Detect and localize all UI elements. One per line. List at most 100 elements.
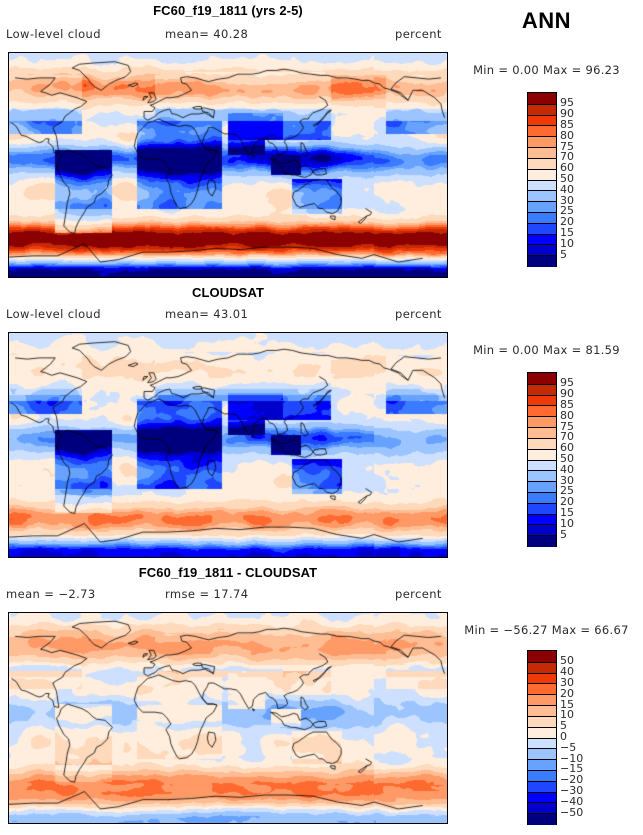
colorbar-tick-label: 90 [560, 107, 574, 121]
colorbar-band [528, 661, 556, 674]
panel-title-obs: CLOUDSAT [191, 285, 265, 300]
colorbar-tick-line [528, 802, 556, 804]
colorbar-band [528, 383, 556, 396]
colorbar-tick-line [528, 813, 556, 815]
colorbar-band [528, 136, 556, 148]
colorbar-band [528, 694, 556, 706]
colorbar-band [528, 715, 556, 728]
panel-left-label-model: Low-level cloud [6, 27, 101, 41]
colorbar-band [528, 513, 556, 525]
map-diff [8, 612, 448, 824]
colorbar-tick-line [528, 405, 556, 407]
colorbar-band [528, 502, 556, 515]
colorbar-tick-label: 85 [560, 397, 574, 411]
colorbar-band [528, 813, 556, 825]
colorbar-band [528, 759, 556, 771]
panel-mean-obs: mean= 43.01 [165, 307, 249, 321]
colorbar-tick-line [528, 427, 556, 429]
colorbar-band [528, 222, 556, 235]
colorbar-tick-line [528, 694, 556, 696]
colorbar-band [528, 125, 556, 137]
colorbar-tick-line [528, 726, 556, 728]
map-canvas-diff [9, 613, 447, 823]
colorbar-tick-label: 50 [560, 654, 574, 668]
colorbar-tick-label: 60 [560, 161, 574, 175]
panel-left-label-obs: Low-level cloud [6, 307, 101, 321]
colorbar-tick-line [528, 759, 556, 761]
colorbar-tick-line [528, 705, 556, 707]
colorbar-tick-label: 40 [560, 462, 574, 476]
map-model [8, 52, 448, 278]
colorbar-tick-line [528, 201, 556, 203]
colorbar-band [528, 93, 556, 105]
colorbar-tick-line [528, 470, 556, 472]
colorbar-tick-line [528, 535, 556, 537]
colorbar-tick-line [528, 179, 556, 181]
colorbar-band [528, 168, 556, 181]
colorbar-model [527, 92, 557, 267]
colorbar-band [528, 737, 556, 749]
colorbar-tick-label: 20 [560, 495, 574, 509]
colorbar-tick-line [528, 114, 556, 116]
colorbar-tick-label: 20 [560, 686, 574, 700]
colorbar-labels-obs: 95 90 85 80 75 70 60 50 40 30 25 20 15 10 5 [560, 372, 600, 545]
colorbar-tick-label: −20 [560, 773, 584, 787]
colorbar-tick-line [528, 233, 556, 235]
colorbar-tick-label: −50 [560, 805, 584, 819]
colorbar-band [528, 491, 556, 504]
colorbar-tick-label: 10 [560, 516, 574, 530]
panel-mean-model: mean= 40.28 [165, 27, 249, 41]
colorbar-tick-line [528, 244, 556, 246]
colorbar-tick-label: 60 [560, 441, 574, 455]
colorbar-tick-line [528, 255, 556, 257]
colorbar-band [528, 190, 556, 202]
colorbar-tick-line [528, 394, 556, 396]
colorbar-tick-line [528, 136, 556, 138]
colorbar-tick-label: 0 [560, 730, 567, 743]
colorbar-tick-line [528, 103, 556, 105]
colorbar-tick-label: 25 [560, 204, 574, 218]
colorbar-tick-line [528, 780, 556, 782]
colorbar-tick-line [528, 416, 556, 418]
colorbar-band [528, 437, 556, 450]
colorbar-tick-label: 10 [560, 236, 574, 250]
colorbar-band [528, 103, 556, 116]
colorbar-tick-label: −10 [560, 751, 584, 765]
colorbar-tick-line [528, 791, 556, 793]
colorbar-band [528, 394, 556, 407]
colorbar-band [528, 448, 556, 461]
map-obs [8, 332, 448, 558]
colorbar-tick-line [528, 683, 556, 685]
colorbar-tick-label: 30 [560, 473, 574, 487]
colorbar-tick-label: 40 [560, 182, 574, 196]
colorbar-band [528, 524, 556, 536]
panel-units-model: percent [395, 27, 442, 41]
colorbar-tick-label: 95 [560, 96, 574, 110]
colorbar-tick-label: 75 [560, 419, 574, 433]
map-canvas-obs [9, 333, 447, 557]
colorbar-tick-label: 40 [560, 665, 574, 679]
colorbar-labels-model: 95 90 85 80 75 70 60 50 40 30 25 20 15 10 5 [560, 92, 600, 265]
colorbar-tick-line [528, 715, 556, 717]
colorbar-tick-label: −40 [560, 794, 584, 808]
colorbar-tick-line [528, 672, 556, 674]
colorbar-tick-line [528, 211, 556, 213]
colorbar-band [528, 405, 556, 417]
colorbar-tick-line [528, 513, 556, 515]
colorbar-band [528, 373, 556, 385]
colorbar-tick-label: 25 [560, 484, 574, 498]
colorbar-tick-label: 80 [560, 408, 574, 422]
colorbar-band [528, 459, 556, 471]
colorbar-band [528, 157, 556, 170]
colorbar-band [528, 651, 556, 663]
colorbar-tick-label: 75 [560, 139, 574, 153]
colorbar-band [528, 179, 556, 191]
colorbar-obs [527, 372, 557, 547]
colorbar-tick-label: 15 [560, 697, 574, 711]
colorbar-tick-line [528, 737, 556, 739]
panel-title-diff: FC60_f19_1811 - CLOUDSAT [138, 565, 318, 580]
colorbar-band [528, 114, 556, 127]
colorbar-tick-label: 5 [560, 527, 567, 541]
minmax-model: Min = 0.00 Max = 96.23 [473, 63, 620, 77]
colorbar-band [528, 791, 556, 803]
